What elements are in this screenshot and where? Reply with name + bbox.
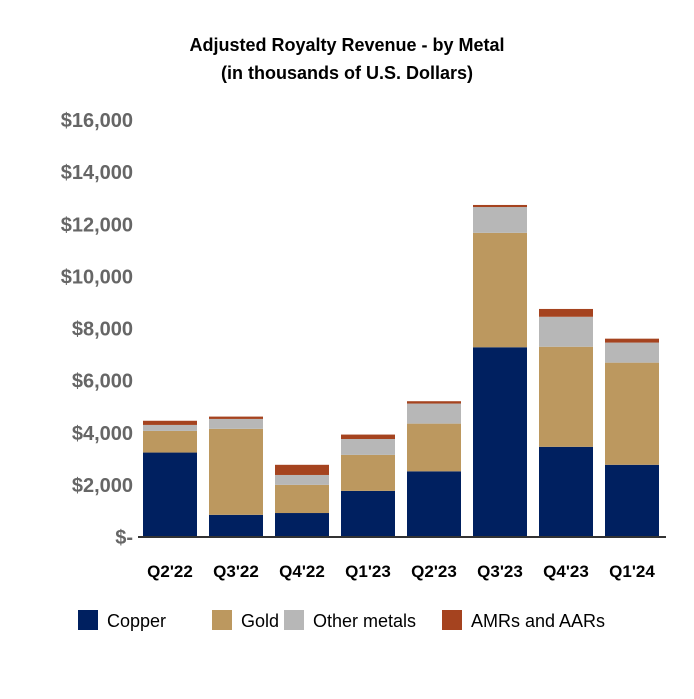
bar-amrs-and-aars-5 bbox=[473, 204, 527, 208]
x-tick-label: Q1'23 bbox=[345, 562, 391, 581]
bar-amrs-and-aars-2 bbox=[275, 464, 329, 475]
bar-other-metals-2 bbox=[275, 474, 329, 485]
bar-amrs-and-aars-4 bbox=[407, 401, 461, 404]
y-tick-label: $12,000 bbox=[61, 214, 133, 236]
x-tick-label: Q3'22 bbox=[213, 562, 259, 581]
bar-copper-4 bbox=[407, 471, 461, 537]
bar-copper-6 bbox=[539, 446, 593, 537]
x-tick-label: Q2'23 bbox=[411, 562, 457, 581]
bar-other-metals-3 bbox=[341, 439, 395, 455]
legend-swatch bbox=[78, 610, 98, 630]
chart-title: Adjusted Royalty Revenue - by Metal bbox=[189, 35, 504, 55]
chart-subtitle: (in thousands of U.S. Dollars) bbox=[221, 63, 473, 83]
bar-gold-6 bbox=[539, 346, 593, 447]
legend-label: Gold bbox=[241, 611, 279, 631]
bar-gold-4 bbox=[407, 423, 461, 472]
legend-swatch bbox=[442, 610, 462, 630]
bar-gold-1 bbox=[209, 428, 263, 515]
x-tick-label: Q4'23 bbox=[543, 562, 589, 581]
y-tick-label: $6,000 bbox=[72, 371, 133, 393]
bar-amrs-and-aars-3 bbox=[341, 434, 395, 440]
bar-other-metals-4 bbox=[407, 403, 461, 424]
bar-amrs-and-aars-6 bbox=[539, 308, 593, 317]
legend-label: AMRs and AARs bbox=[471, 611, 605, 631]
y-tick-label: $14,000 bbox=[61, 162, 133, 184]
bar-amrs-and-aars-7 bbox=[605, 338, 659, 343]
bar-other-metals-6 bbox=[539, 316, 593, 347]
bar-amrs-and-aars-1 bbox=[209, 416, 263, 419]
bar-copper-3 bbox=[341, 490, 395, 537]
bar-other-metals-5 bbox=[473, 207, 527, 233]
legend-label: Copper bbox=[107, 611, 166, 631]
y-axis: $- $2,000 $4,000 $6,000 $8,000 $10,000 $12,000… bbox=[61, 110, 133, 549]
bar-gold-5 bbox=[473, 232, 527, 348]
y-tick-label: $- bbox=[115, 527, 133, 549]
bar-copper-5 bbox=[473, 347, 527, 537]
x-tick-label: Q2'22 bbox=[147, 562, 193, 581]
bar-other-metals-1 bbox=[209, 418, 263, 429]
bar-gold-0 bbox=[143, 430, 197, 453]
legend-swatch bbox=[212, 610, 232, 630]
legend: Copper Gold Other metals AMRs and AARs bbox=[78, 610, 605, 631]
y-tick-label: $8,000 bbox=[72, 319, 133, 341]
bar-other-metals-7 bbox=[605, 342, 659, 363]
bars bbox=[143, 204, 659, 537]
x-tick-label: Q3'23 bbox=[477, 562, 523, 581]
bar-other-metals-0 bbox=[143, 424, 197, 431]
y-tick-label: $2,000 bbox=[72, 475, 133, 497]
bar-copper-2 bbox=[275, 513, 329, 537]
bar-copper-1 bbox=[209, 514, 263, 537]
bar-gold-7 bbox=[605, 362, 659, 465]
x-tick-label: Q1'24 bbox=[609, 562, 655, 581]
bar-gold-3 bbox=[341, 454, 395, 491]
bar-copper-0 bbox=[143, 452, 197, 537]
bar-amrs-and-aars-0 bbox=[143, 420, 197, 425]
x-axis: Q2'22 Q3'22 Q4'22 Q1'23 Q2'23 Q3'23 Q4'23 Q1'24 bbox=[147, 562, 655, 581]
legend-swatch bbox=[284, 610, 304, 630]
y-tick-label: $4,000 bbox=[72, 423, 133, 445]
bar-gold-2 bbox=[275, 484, 329, 514]
bar-copper-7 bbox=[605, 464, 659, 537]
x-tick-label: Q4'22 bbox=[279, 562, 325, 581]
y-tick-label: $16,000 bbox=[61, 110, 133, 132]
legend-label: Other metals bbox=[313, 611, 416, 631]
y-tick-label: $10,000 bbox=[61, 266, 133, 288]
